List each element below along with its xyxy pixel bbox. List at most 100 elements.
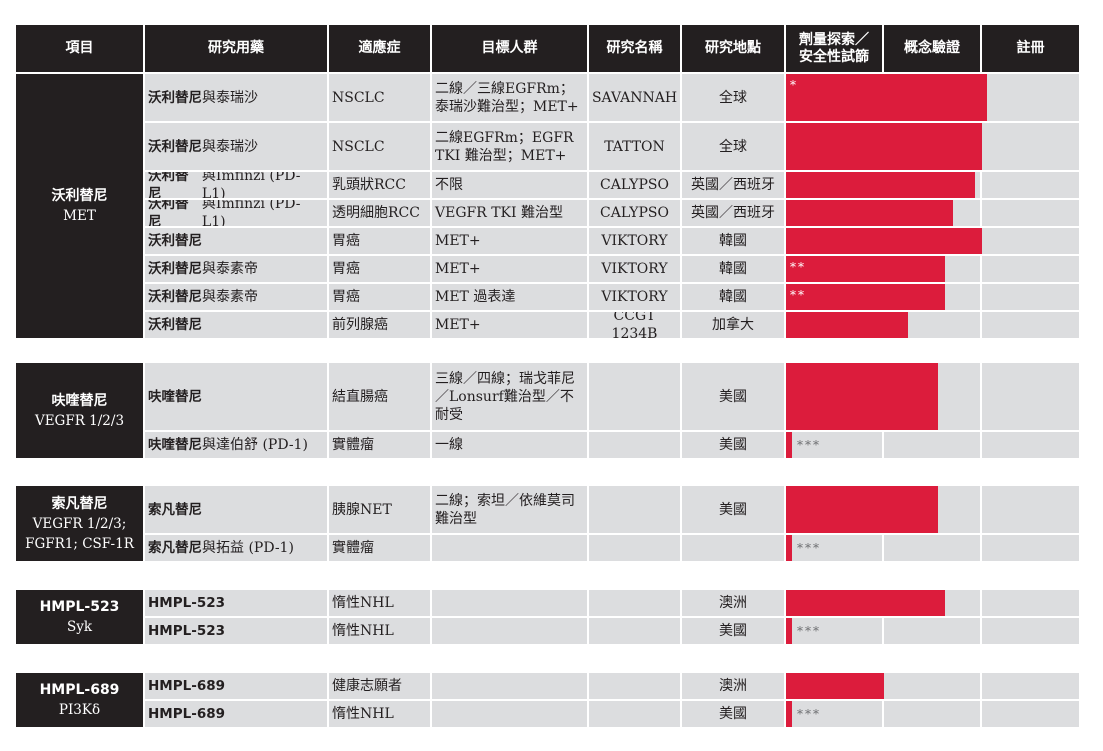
- indication-cell: NSCLC: [329, 74, 430, 121]
- study-name-cell: VIKTORY: [589, 284, 680, 310]
- drug-cell: 沃利替尼: [145, 312, 327, 338]
- group-name: HMPL-689: [39, 682, 120, 698]
- footnote-marker: ***: [797, 541, 821, 555]
- table-row: 呋喹替尼 與達伯舒 (PD-1) 實體瘤 一線 美國 ***: [145, 432, 1079, 458]
- table-row: 沃利替尼 與Imfinzi (PD-L1) 乳頭狀RCC 不限 CALYPSO 英國／西班…: [145, 172, 1079, 198]
- phase-cell: [982, 312, 1079, 338]
- indication-cell: 實體瘤: [329, 432, 430, 458]
- drug-cell: 沃利替尼 與泰素帝: [145, 256, 327, 282]
- phase-progress: [786, 486, 1079, 533]
- phase-cell: [982, 618, 1079, 644]
- footnote-marker: ***: [797, 438, 821, 452]
- drug-combination: 與Imfinzi (PD-L1): [201, 200, 301, 226]
- indication-cell: 健康志願者: [329, 673, 430, 699]
- header-phase-registration: 註冊: [982, 25, 1079, 72]
- drug-cell: HMPL-523: [145, 590, 327, 616]
- group-cell: 呋喹替尼 VEGFR 1/2/3: [16, 363, 143, 458]
- indication-cell: 結直腸癌: [329, 363, 430, 430]
- phase-cell: [884, 432, 980, 458]
- study-name-cell: [589, 701, 680, 727]
- progress-bar: [786, 284, 945, 310]
- drug-name: HMPL-523: [148, 595, 226, 611]
- group-target: Syk: [66, 619, 93, 635]
- phase-cell: [786, 535, 882, 561]
- drug-combination: 與泰瑞沙: [202, 89, 258, 106]
- location-cell: 加拿大: [682, 312, 784, 338]
- phase-cell: [982, 701, 1079, 727]
- drug-name: 沃利替尼: [148, 317, 202, 333]
- drug-name: 沃利替尼: [148, 289, 202, 305]
- table-row: 呋喹替尼 結直腸癌 三線／四線；瑞戈菲尼／Lonsurf難治型／不耐受 美國: [145, 363, 1079, 430]
- phase-progress: [786, 200, 1079, 226]
- indication-cell: 前列腺癌: [329, 312, 430, 338]
- table-row: HMPL-689 健康志願者 澳洲: [145, 673, 1079, 699]
- study-name-cell: [589, 590, 680, 616]
- phase-cell: [982, 74, 1079, 121]
- study-name-cell: [589, 486, 680, 533]
- drug-cell: 沃利替尼 與泰素帝: [145, 284, 327, 310]
- phase-cell: [982, 363, 1079, 430]
- phase-cell: [786, 701, 882, 727]
- group-target: MET: [63, 208, 96, 224]
- group-name: 索凡替尼: [51, 495, 108, 512]
- drug-name: HMPL-689: [148, 678, 226, 694]
- header-drug: 研究用藥: [145, 25, 327, 72]
- drug-name: 沃利替尼: [148, 89, 202, 106]
- population-cell: 二線EGFRm；EGFR TKI 難治型；MET+: [432, 123, 587, 170]
- phase-cell: [982, 535, 1079, 561]
- group-name: HMPL-523: [39, 599, 120, 615]
- phase-cell: [982, 200, 1079, 226]
- drug-cell: 索凡替尼 與拓益 (PD-1): [145, 535, 327, 561]
- group-cell: 索凡替尼 VEGFR 1/2/3; FGFR1; CSF-1R: [16, 486, 143, 561]
- study-name-cell: [589, 363, 680, 430]
- group-target: VEGFR 1/2/3: [34, 412, 125, 429]
- drug-name: HMPL-523: [148, 623, 226, 639]
- progress-bar: [786, 74, 987, 121]
- phase-progress: ***: [786, 618, 1079, 644]
- location-cell: 韓國: [682, 284, 784, 310]
- drug-combination: 與拓益 (PD-1): [202, 540, 294, 556]
- drug-name: 索凡替尼: [148, 501, 202, 518]
- population-cell: [432, 535, 587, 561]
- phase-progress: [786, 123, 1079, 170]
- drug-cell: 呋喹替尼 與達伯舒 (PD-1): [145, 432, 327, 458]
- drug-cell: 呋喹替尼: [145, 363, 327, 430]
- table-row: 沃利替尼 與泰素帝 胃癌 MET 過表達 VIKTORY 韓國 **: [145, 284, 1079, 310]
- location-cell: 美國: [682, 618, 784, 644]
- progress-bar: [786, 312, 908, 338]
- study-name-cell: VIKTORY: [589, 228, 680, 254]
- phase-cell: [982, 590, 1079, 616]
- indication-cell: 胃癌: [329, 256, 430, 282]
- header-item: 項目: [16, 25, 143, 72]
- footnote-marker: ***: [797, 624, 821, 638]
- progress-bar: [786, 123, 982, 170]
- population-cell: MET+: [432, 228, 587, 254]
- progress-bar: [786, 535, 792, 561]
- phase-cell: [982, 228, 1079, 254]
- phase-cell: [786, 618, 882, 644]
- indication-cell: 透明細胞RCC: [329, 200, 430, 226]
- drug-name: 沃利替尼: [148, 200, 189, 226]
- table-row: HMPL-523 惰性NHL 美國 ***: [145, 618, 1079, 644]
- header-indication: 適應症: [329, 25, 430, 72]
- population-cell: [432, 701, 587, 727]
- location-cell: 澳洲: [682, 673, 784, 699]
- drug-name: HMPL-689: [148, 706, 226, 722]
- drug-name: 索凡替尼: [148, 540, 202, 556]
- progress-bar: [786, 432, 792, 458]
- drug-cell: 沃利替尼: [145, 228, 327, 254]
- indication-cell: NSCLC: [329, 123, 430, 170]
- location-cell: 澳洲: [682, 590, 784, 616]
- table-header: 項目 研究用藥 適應症 目標人群 研究名稱 研究地點 劑量探索／ 安全性試篩 概…: [16, 25, 1079, 72]
- drug-name: 沃利替尼: [148, 261, 202, 277]
- group-name: 呋喹替尼: [51, 392, 108, 409]
- drug-cell: 沃利替尼 與Imfinzi (PD-L1): [145, 200, 327, 226]
- drug-cell: HMPL-689: [145, 673, 327, 699]
- group-target: VEGFR 1/2/3; FGFR1; CSF-1R: [25, 515, 134, 552]
- header-phase-dose: 劑量探索／ 安全性試篩: [786, 25, 882, 72]
- location-cell: 全球: [682, 123, 784, 170]
- indication-cell: 胰腺NET: [329, 486, 430, 533]
- footnote-marker: ***: [797, 707, 821, 721]
- phase-progress: [786, 172, 1079, 198]
- indication-cell: 胃癌: [329, 228, 430, 254]
